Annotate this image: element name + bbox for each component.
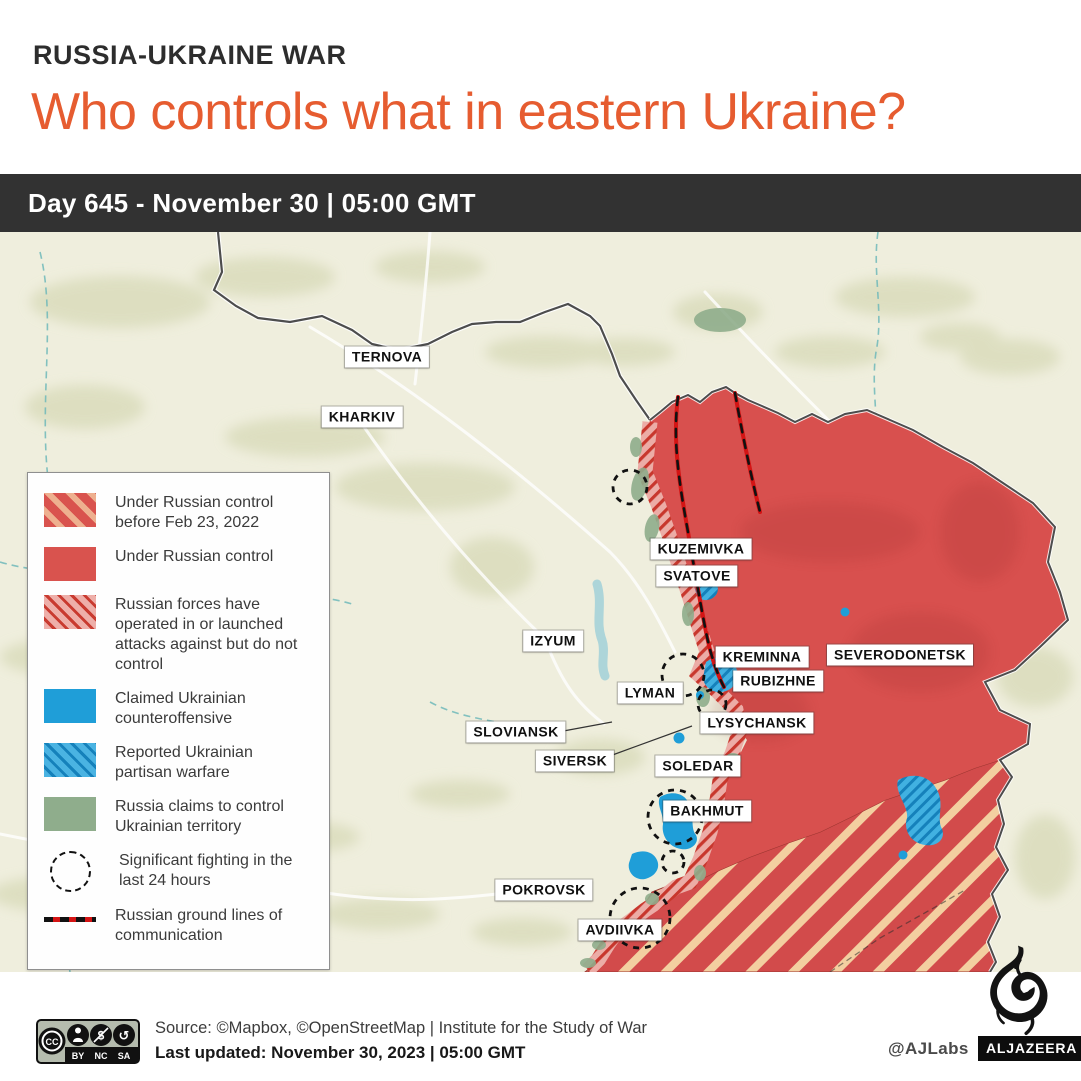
- city-label-rubizhne: RUBIZHNE: [733, 670, 823, 692]
- cc-by-icon: [67, 1024, 89, 1046]
- legend-item-hatch-red-on-red: Under Russian control before Feb 23, 202…: [44, 492, 313, 533]
- legend-label: Russia claims to control Ukrainian terri…: [115, 798, 284, 835]
- city-label-lyman: LYMAN: [617, 682, 683, 704]
- label-leader-lines: [557, 721, 693, 758]
- aljazeera-wordmark: ALJAZEERA: [978, 1036, 1081, 1061]
- legend-swatch-solid-green: [44, 797, 96, 831]
- city-label-sloviansk: SLOVIANSK: [466, 721, 566, 743]
- ajlabs-handle: @AJLabs: [888, 1039, 969, 1058]
- legend-swatch-solid-blue: [44, 689, 96, 723]
- legend-item-hatch-red-on-pink: Russian forces have operated in or launc…: [44, 594, 313, 675]
- legend-item-hatch-blue: Reported Ukrainian partisan warfare: [44, 742, 313, 783]
- map-legend: Under Russian control before Feb 23, 202…: [27, 472, 330, 970]
- city-label-kharkiv: KHARKIV: [321, 406, 403, 428]
- date-bar-text: Day 645 - November 30 | 05:00 GMT: [28, 187, 476, 218]
- legend-swatch-hatch-red-on-red: [44, 493, 96, 527]
- cc-nc-icon: $: [90, 1024, 112, 1046]
- legend-swatch-solid-red: [44, 547, 96, 581]
- svg-text:CC: CC: [46, 1037, 59, 1047]
- legend-label: Under Russian control: [115, 548, 274, 565]
- legend-item-solid-green: Russia claims to control Ukrainian terri…: [44, 796, 313, 837]
- legend-item-dashed-circle: Significant fighting in the last 24 hour…: [44, 850, 313, 892]
- legend-label: Claimed Ukrainian counteroffensive: [115, 690, 246, 727]
- city-label-ternova: TERNOVA: [344, 346, 430, 368]
- loc-lines: [673, 391, 762, 689]
- last-updated: Last updated: November 30, 2023 | 05:00 …: [155, 1043, 526, 1062]
- legend-swatch-loc-line: [44, 906, 96, 932]
- svg-text:↺: ↺: [119, 1029, 130, 1044]
- legend-item-solid-red: Under Russian control: [44, 546, 313, 581]
- kicker-title: RUSSIA-UKRAINE WAR: [33, 40, 347, 70]
- city-label-severodonetsk: SEVERODONETSK: [827, 644, 973, 666]
- legend-label: Significant fighting in the last 24 hour…: [119, 852, 293, 889]
- legend-item-loc-line: Russian ground lines of communication: [44, 905, 313, 946]
- date-bar: Day 645 - November 30 | 05:00 GMT: [0, 174, 1081, 232]
- city-label-siversk: SIVERSK: [535, 750, 615, 772]
- reservoir: [592, 579, 610, 681]
- city-label-svatove: SVATOVE: [656, 565, 738, 587]
- page-title: Who controls what in eastern Ukraine?: [31, 83, 906, 141]
- legend-label: Russian ground lines of communication: [115, 907, 283, 944]
- city-label-pokrovsk: POKROVSK: [495, 879, 593, 901]
- legend-label: Under Russian control before Feb 23, 202…: [115, 494, 274, 531]
- aljazeera-logo-icon: [990, 945, 1048, 1036]
- cc-sa-icon: ↺: [113, 1024, 135, 1046]
- city-label-avdiivka: AVDIIVKA: [578, 919, 662, 941]
- city-label-izyum: IZYUM: [523, 630, 583, 652]
- source-credit: Source: ©Mapbox, ©OpenStreetMap | Instit…: [155, 1019, 648, 1037]
- legend-label: Reported Ukrainian partisan warfare: [115, 744, 253, 781]
- legend-label: Russian forces have operated in or launc…: [115, 596, 298, 673]
- legend-item-solid-blue: Claimed Ukrainian counteroffensive: [44, 688, 313, 729]
- city-label-soledar: SOLEDAR: [655, 755, 741, 777]
- city-label-bakhmut: BAKHMUT: [663, 800, 751, 822]
- city-label-kreminna: KREMINNA: [715, 646, 809, 668]
- legend-swatch-hatch-blue: [44, 743, 96, 777]
- legend-swatch-dashed-circle: [50, 851, 91, 892]
- city-label-lysychansk: LYSYCHANSK: [700, 712, 814, 734]
- war-map: Under Russian control before Feb 23, 202…: [0, 232, 1081, 972]
- legend-swatch-hatch-red-on-pink: [44, 595, 96, 629]
- city-label-kuzemivka: KUZEMIVKA: [650, 538, 752, 560]
